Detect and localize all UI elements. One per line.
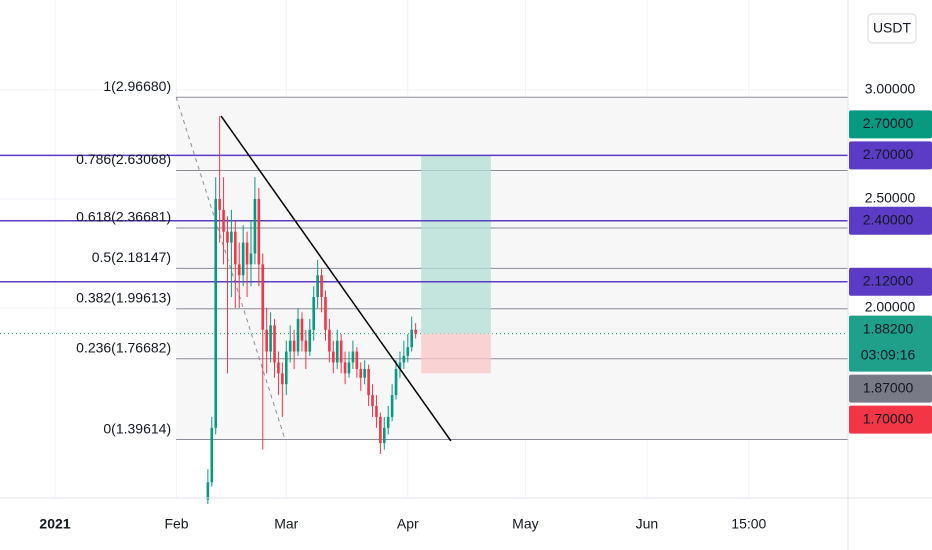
fib-label: 0.618(2.36681) — [76, 209, 171, 225]
candle-body — [332, 351, 335, 363]
candle-body — [386, 416, 390, 428]
candle-body — [312, 297, 316, 330]
candle-body — [222, 209, 225, 232]
candle-body — [355, 351, 359, 369]
candle-body — [367, 368, 370, 396]
candle-body — [363, 368, 366, 378]
candle-body — [343, 362, 347, 374]
x-tick-label: Mar — [274, 516, 298, 532]
candle-body — [214, 198, 218, 428]
currency-button-box[interactable] — [867, 13, 917, 44]
price-label: 1.70000 — [863, 410, 914, 426]
price-label: 2.70000 — [863, 146, 914, 162]
candle-body — [316, 275, 319, 298]
candle-body — [292, 340, 296, 352]
x-tick-label: Apr — [397, 516, 419, 532]
candle-body — [245, 242, 249, 265]
candle-body — [249, 253, 253, 265]
candle-body — [300, 318, 304, 341]
position-stop — [421, 333, 491, 374]
fib-label: 0.382(1.99613) — [76, 290, 171, 306]
candle-body — [253, 198, 257, 254]
candle-body — [402, 355, 406, 363]
candle-body — [328, 329, 331, 352]
candle-body — [261, 264, 265, 330]
candle-body — [375, 406, 378, 417]
x-tick-label: May — [512, 516, 538, 532]
price-label-box — [849, 315, 932, 372]
candle-body — [281, 373, 284, 385]
candle-body — [210, 427, 214, 483]
candle-body — [339, 340, 343, 363]
y-tick-label: 2.50000 — [865, 190, 916, 206]
candle-body — [230, 231, 233, 243]
candle-body — [265, 329, 268, 352]
y-tick-label: 3.00000 — [865, 81, 916, 97]
candle-body — [359, 368, 363, 378]
candle-body — [371, 395, 374, 407]
candle-body — [269, 325, 272, 352]
candle-body — [304, 340, 308, 352]
candle-body — [206, 482, 210, 500]
price-label-box — [849, 405, 932, 434]
y-tick-label: 2.00000 — [865, 299, 916, 315]
front-layer: 2021 Feb Mar Apr May Jun 15:00 2.00000 2.50000 3.… — [39, 78, 932, 532]
candle-body — [335, 340, 339, 363]
currency-label[interactable]: USDT — [873, 20, 912, 36]
candle-body — [394, 368, 398, 396]
candle-body — [241, 242, 245, 276]
x-tick-label: 2021 — [39, 516, 70, 532]
price-countdown: 03:09:16 — [861, 346, 916, 362]
x-tick-label: Jun — [636, 516, 659, 532]
candle-body — [406, 347, 410, 356]
candle-body — [382, 427, 386, 444]
candle-body — [273, 325, 276, 363]
price-label: 2.70000 — [863, 115, 914, 131]
x-tick-label: Feb — [164, 516, 188, 532]
fib-diagonal — [175, 97, 286, 440]
candle-body — [288, 340, 292, 352]
candle-body — [320, 275, 323, 298]
fib-label: 0.786(2.63068) — [76, 151, 171, 167]
candle-body — [308, 329, 312, 352]
position-target — [421, 155, 491, 334]
candle-body — [324, 297, 327, 330]
currency-button[interactable]: USDT — [867, 13, 917, 44]
candle-body — [351, 351, 355, 363]
fib-label: 1(2.96680) — [103, 78, 171, 94]
candle-body — [234, 231, 237, 265]
candle-body — [390, 395, 394, 417]
price-label: 1.88200 — [863, 320, 914, 336]
candle-body — [226, 231, 229, 243]
mid-layer — [0, 96, 848, 505]
candle-body — [414, 329, 417, 334]
candle-body — [347, 362, 351, 374]
fib-label: 0.236(1.76682) — [76, 339, 171, 355]
price-label-box — [849, 374, 932, 403]
price-label: 1.87000 — [863, 379, 914, 395]
candle-body — [296, 318, 300, 352]
price-label: 2.40000 — [863, 211, 914, 227]
candle-body — [410, 329, 414, 348]
price-label-box — [849, 267, 932, 296]
price-label-box — [849, 110, 932, 139]
x-tick-label: 15:00 — [731, 516, 766, 532]
price-label-box — [849, 206, 932, 235]
fib-label: 0.5(2.18147) — [92, 249, 171, 265]
candle-body — [379, 416, 382, 444]
candle-body — [257, 198, 261, 265]
price-label-box — [849, 141, 932, 170]
trendline — [220, 115, 452, 442]
candle-body — [277, 362, 280, 374]
candle-body — [284, 351, 288, 385]
candle-body — [218, 198, 221, 210]
candle-body — [398, 362, 402, 369]
price-label: 2.12000 — [863, 273, 914, 289]
fib-label: 0(1.39614) — [103, 420, 171, 436]
candle-body — [237, 264, 241, 276]
